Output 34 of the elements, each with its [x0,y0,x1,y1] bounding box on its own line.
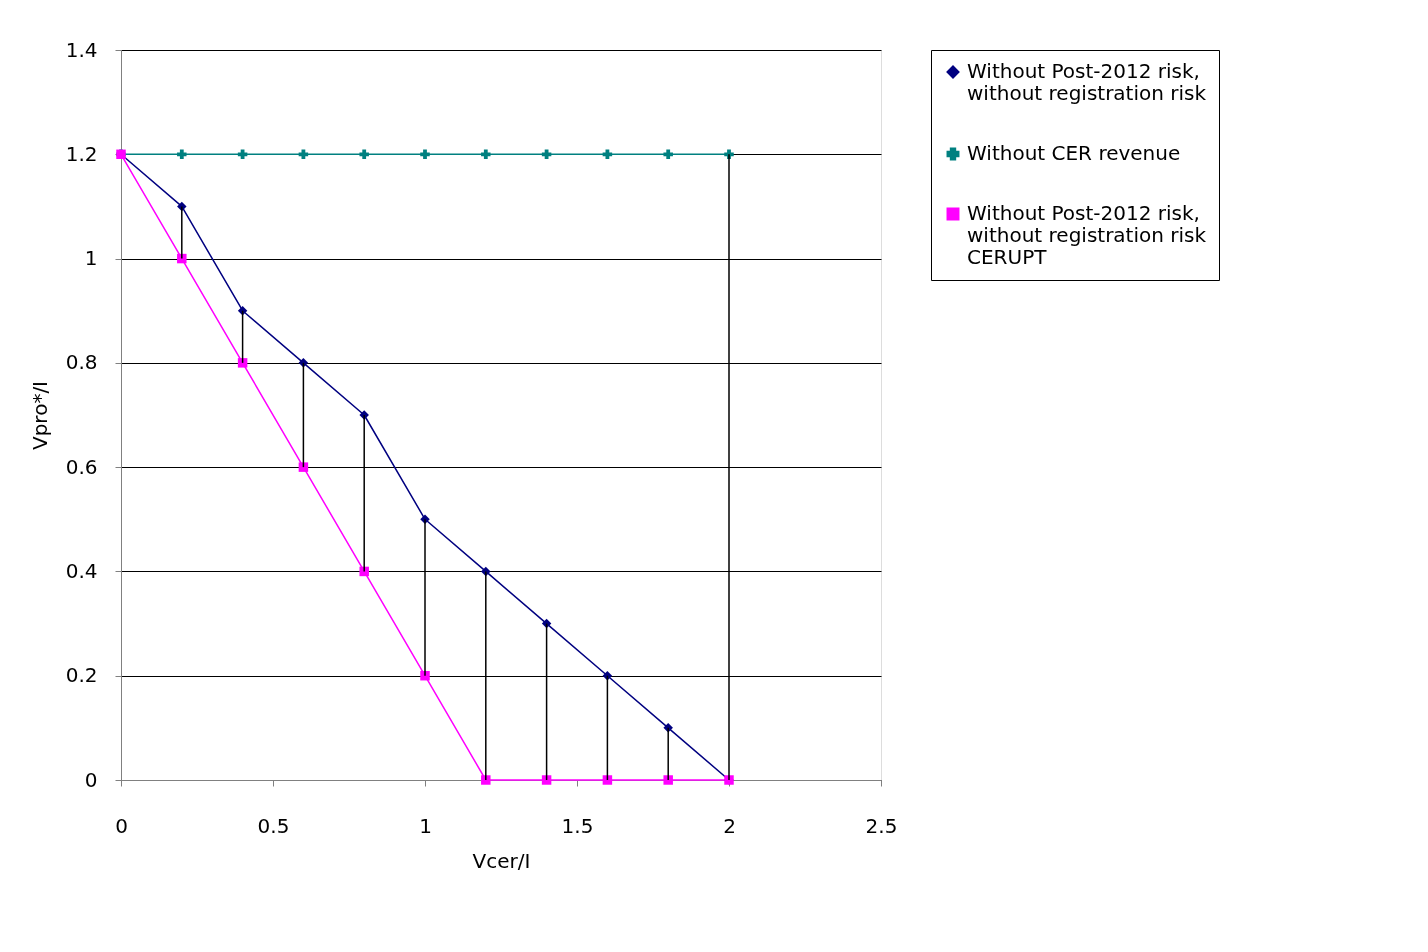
point [177,149,187,160]
point [420,149,430,160]
y-tick-label: 1 [84,246,98,271]
point [237,305,248,316]
point [359,149,369,160]
point [237,358,248,368]
point [602,775,613,785]
y-axis-title: Vpro*/I [27,380,52,451]
point [298,462,309,472]
x-tick-label: 2.5 [865,813,898,838]
x-tick-label: 1 [419,813,432,838]
point [298,358,309,368]
point [663,775,673,785]
point [481,775,491,785]
x-tick-label: 1.5 [561,813,594,838]
y-tick-label: 0.8 [65,350,98,375]
point [602,670,613,681]
x-tick-label: 2 [723,813,736,838]
point [541,775,552,785]
y-tick-label: 0.4 [65,558,98,583]
y-tick-label: 1.4 [65,37,98,62]
x-tick-label: 0 [115,813,128,838]
legend-label: Without Post-2012 risk, without registration risk CERUPT [967,201,1207,269]
point [663,149,673,160]
point [481,149,491,160]
y-tick-label: 0.6 [65,454,98,479]
x-axis-title: Vcer/I [472,848,531,873]
legend-label: Without Post-2012 risk, without registration risk [967,59,1207,105]
y-tick-label: 1.2 [65,141,98,166]
y-tick-label: 0 [84,767,98,792]
legend-label: Without CER revenue [967,141,1181,165]
x-tick-label: 0.5 [257,813,290,838]
y-tick-label: 0.2 [65,663,98,688]
point [359,566,369,577]
